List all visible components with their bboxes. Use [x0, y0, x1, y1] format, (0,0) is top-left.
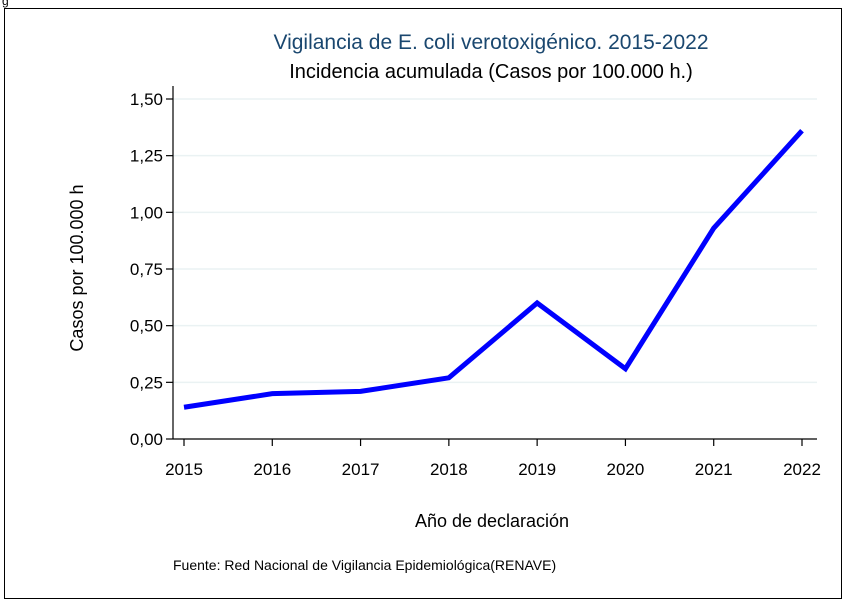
x-tick-label: 2018: [430, 460, 468, 479]
y-tick-label: 0,00: [130, 430, 163, 449]
y-tick-label: 0,75: [130, 260, 163, 279]
y-tick-label: 0,50: [130, 317, 163, 336]
x-tick-label: 2015: [165, 460, 203, 479]
x-tick-label: 2016: [253, 460, 291, 479]
y-axis-ticks: 0,00 0,25 0,50 0,75 1,00 1,25 1,50: [130, 90, 173, 449]
cut-off-label: g: [2, 0, 9, 8]
y-tick-label: 1,00: [130, 203, 163, 222]
y-tick-label: 0,25: [130, 373, 163, 392]
x-axis-label: Año de declaración: [415, 511, 569, 531]
x-tick-label: 2022: [783, 460, 821, 479]
source-note: Fuente: Red Nacional de Vigilancia Epide…: [173, 557, 556, 573]
x-axis-ticks: 2015 2016 2017 2018 2019 2020 2021 2022: [165, 439, 821, 479]
grid-lines: [173, 98, 817, 384]
x-tick-label: 2020: [607, 460, 645, 479]
y-axis-label: Casos por 100.000 h: [67, 184, 87, 351]
series-layer: [183, 129, 804, 410]
x-tick-label: 2019: [518, 460, 556, 479]
y-tick-label: 1,25: [130, 147, 163, 166]
y-tick-label: 1,50: [130, 90, 163, 109]
chart-subtitle: Incidencia acumulada (Casos por 100.000 …: [289, 61, 693, 83]
x-tick-label: 2017: [342, 460, 380, 479]
series-line: [183, 129, 804, 410]
figure-frame: [4, 8, 842, 599]
chart-title: Vigilancia de E. coli verotoxigénico. 20…: [273, 31, 708, 54]
x-tick-label: 2021: [695, 460, 733, 479]
